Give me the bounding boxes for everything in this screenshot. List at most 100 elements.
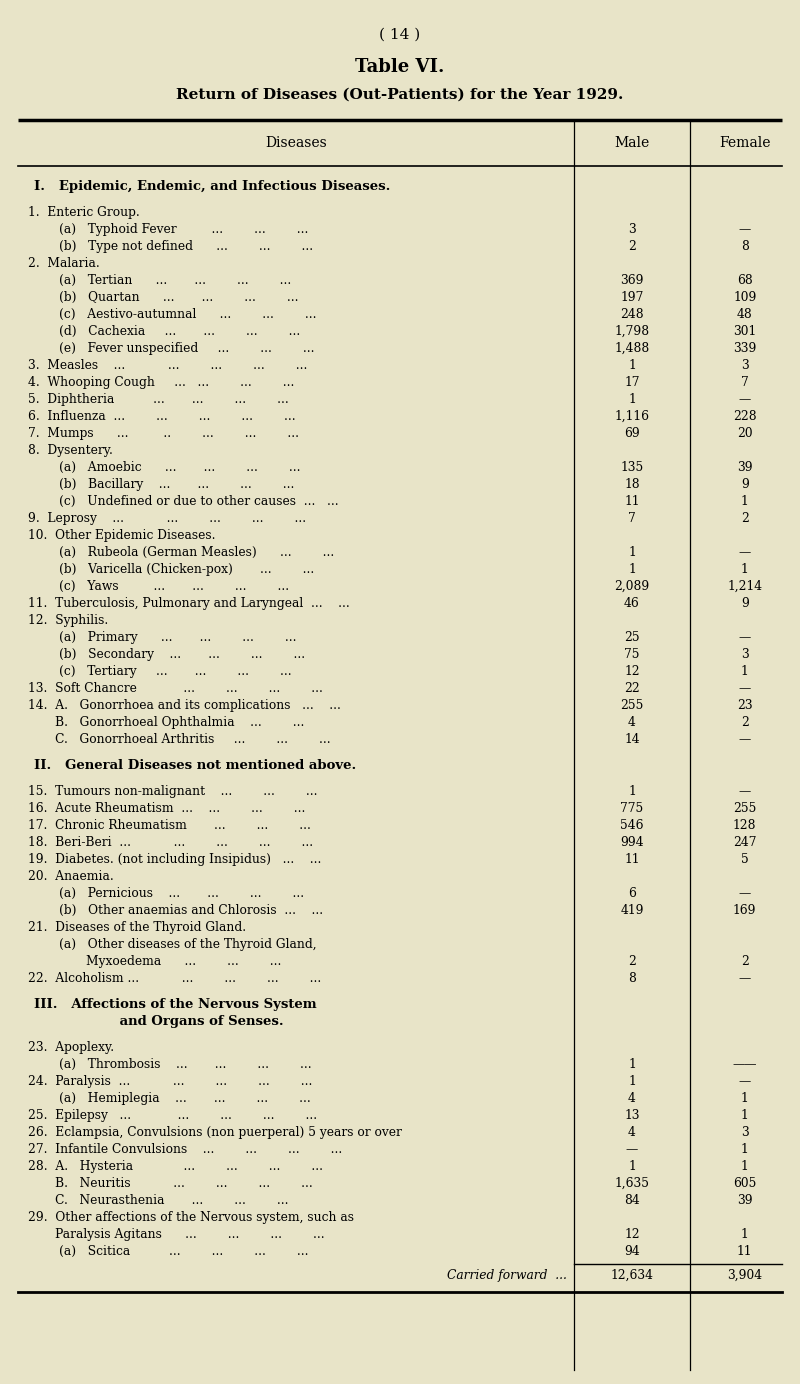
Text: 10.  Other Epidemic Diseases.: 10. Other Epidemic Diseases. [28,529,215,543]
Text: 3: 3 [741,648,749,662]
Text: (a)   Hemiplegia    ...       ...        ...        ...: (a) Hemiplegia ... ... ... ... [28,1092,310,1104]
Text: 2: 2 [741,955,749,967]
Text: 69: 69 [624,428,640,440]
Text: 7.  Mumps      ...         ..        ...        ...        ...: 7. Mumps ... .. ... ... ... [28,428,299,440]
Text: 1: 1 [628,1075,636,1088]
Text: 4: 4 [628,716,636,729]
Text: 1.  Enteric Group.: 1. Enteric Group. [28,206,140,219]
Text: 128: 128 [733,819,757,832]
Text: (e)   Fever unspecified     ...        ...        ...: (e) Fever unspecified ... ... ... [28,342,314,356]
Text: 12.  Syphilis.: 12. Syphilis. [28,614,108,627]
Text: 9.  Leprosy    ...           ...        ...        ...        ...: 9. Leprosy ... ... ... ... ... [28,512,306,525]
Text: —: — [738,631,751,644]
Text: 1: 1 [741,495,749,508]
Text: 8.  Dysentery.: 8. Dysentery. [28,444,113,457]
Text: 3: 3 [628,223,636,237]
Text: 2: 2 [628,955,636,967]
Text: 2: 2 [741,716,749,729]
Text: 255: 255 [733,801,757,815]
Text: 1: 1 [741,1160,749,1174]
Text: 1: 1 [628,1160,636,1174]
Text: 109: 109 [733,291,757,304]
Text: 1,635: 1,635 [614,1176,650,1190]
Text: ( 14 ): ( 14 ) [379,28,421,42]
Text: 247: 247 [733,836,757,848]
Text: Table VI.: Table VI. [355,58,445,76]
Text: 14.  A.   Gonorrhoea and its complications   ...    ...: 14. A. Gonorrhoea and its complications … [28,699,341,711]
Text: 12: 12 [624,1228,640,1241]
Text: 1,798: 1,798 [614,325,650,338]
Text: and Organs of Senses.: and Organs of Senses. [78,1014,284,1028]
Text: 20: 20 [737,428,753,440]
Text: 369: 369 [620,274,644,286]
Text: 1,116: 1,116 [614,410,650,424]
Text: III.   Affections of the Nervous System: III. Affections of the Nervous System [34,998,317,1010]
Text: (a)   Typhoid Fever         ...        ...        ...: (a) Typhoid Fever ... ... ... [28,223,308,237]
Text: 255: 255 [620,699,644,711]
Text: 775: 775 [620,801,644,815]
Text: 5.  Diphtheria          ...       ...        ...        ...: 5. Diphtheria ... ... ... ... [28,393,289,406]
Text: (b)   Secondary    ...       ...        ...        ...: (b) Secondary ... ... ... ... [28,648,305,662]
Text: 11: 11 [624,853,640,866]
Text: 2.  Malaria.: 2. Malaria. [28,257,100,270]
Text: 12,634: 12,634 [610,1269,654,1282]
Text: 3: 3 [741,1127,749,1139]
Text: 16.  Acute Rheumatism  ...    ...        ...        ...: 16. Acute Rheumatism ... ... ... ... [28,801,306,815]
Text: 339: 339 [733,342,757,356]
Text: 1: 1 [628,563,636,576]
Text: 11: 11 [624,495,640,508]
Text: —: — [738,682,751,695]
Text: 8: 8 [628,972,636,985]
Text: 1: 1 [628,358,636,372]
Text: 1,214: 1,214 [727,580,762,592]
Text: 4: 4 [628,1127,636,1139]
Text: 2: 2 [628,239,636,253]
Text: 994: 994 [620,836,644,848]
Text: 9: 9 [741,477,749,491]
Text: 1: 1 [741,563,749,576]
Text: (d)   Cachexia     ...       ...        ...        ...: (d) Cachexia ... ... ... ... [28,325,300,338]
Text: —: — [738,1075,751,1088]
Text: 228: 228 [733,410,757,424]
Text: 24.  Paralysis  ...           ...        ...        ...        ...: 24. Paralysis ... ... ... ... ... [28,1075,312,1088]
Text: (a)   Scitica          ...        ...        ...        ...: (a) Scitica ... ... ... ... [28,1246,309,1258]
Text: B.   Neuritis           ...        ...        ...        ...: B. Neuritis ... ... ... ... [28,1176,313,1190]
Text: 169: 169 [733,904,757,918]
Text: 26.  Eclampsia, Convulsions (non puerperal) 5 years or over: 26. Eclampsia, Convulsions (non puerpera… [28,1127,402,1139]
Text: 6.  Influenza  ...        ...        ...        ...        ...: 6. Influenza ... ... ... ... ... [28,410,296,424]
Text: 301: 301 [733,325,757,338]
Text: 29.  Other affections of the Nervous system, such as: 29. Other affections of the Nervous syst… [28,1211,354,1223]
Text: 23: 23 [737,699,753,711]
Text: 605: 605 [733,1176,757,1190]
Text: 68: 68 [737,274,753,286]
Text: 39: 39 [737,1194,753,1207]
Text: 419: 419 [620,904,644,918]
Text: I.   Epidemic, Endemic, and Infectious Diseases.: I. Epidemic, Endemic, and Infectious Dis… [34,180,390,192]
Text: C.   Neurasthenia       ...        ...        ...: C. Neurasthenia ... ... ... [28,1194,289,1207]
Text: (a)   Thrombosis    ...       ...        ...        ...: (a) Thrombosis ... ... ... ... [28,1057,312,1071]
Text: —: — [738,393,751,406]
Text: Return of Diseases (Out-Patients) for the Year 1929.: Return of Diseases (Out-Patients) for th… [176,89,624,102]
Text: 6: 6 [628,887,636,900]
Text: —: — [738,547,751,559]
Text: 23.  Apoplexy.: 23. Apoplexy. [28,1041,114,1055]
Text: 94: 94 [624,1246,640,1258]
Text: ——: —— [733,1057,757,1071]
Text: 1: 1 [741,1109,749,1122]
Text: (a)   Pernicious    ...       ...        ...        ...: (a) Pernicious ... ... ... ... [28,887,304,900]
Text: 1: 1 [628,1057,636,1071]
Text: 11.  Tuberculosis, Pulmonary and Laryngeal  ...    ...: 11. Tuberculosis, Pulmonary and Laryngea… [28,597,350,610]
Text: 75: 75 [624,648,640,662]
Text: —: — [738,972,751,985]
Text: 1,488: 1,488 [614,342,650,356]
Text: 17: 17 [624,376,640,389]
Text: B.   Gonorrhoeal Ophthalmia    ...        ...: B. Gonorrhoeal Ophthalmia ... ... [28,716,304,729]
Text: 2: 2 [741,512,749,525]
Text: 4.  Whooping Cough     ...   ...        ...        ...: 4. Whooping Cough ... ... ... ... [28,376,294,389]
Text: II.   General Diseases not mentioned above.: II. General Diseases not mentioned above… [34,758,356,772]
Text: 11: 11 [737,1246,753,1258]
Text: (b)   Type not defined      ...        ...        ...: (b) Type not defined ... ... ... [28,239,313,253]
Text: (c)   Aestivo-autumnal      ...        ...        ...: (c) Aestivo-autumnal ... ... ... [28,309,317,321]
Text: (a)   Tertian      ...       ...        ...        ...: (a) Tertian ... ... ... ... [28,274,291,286]
Text: 3,904: 3,904 [727,1269,762,1282]
